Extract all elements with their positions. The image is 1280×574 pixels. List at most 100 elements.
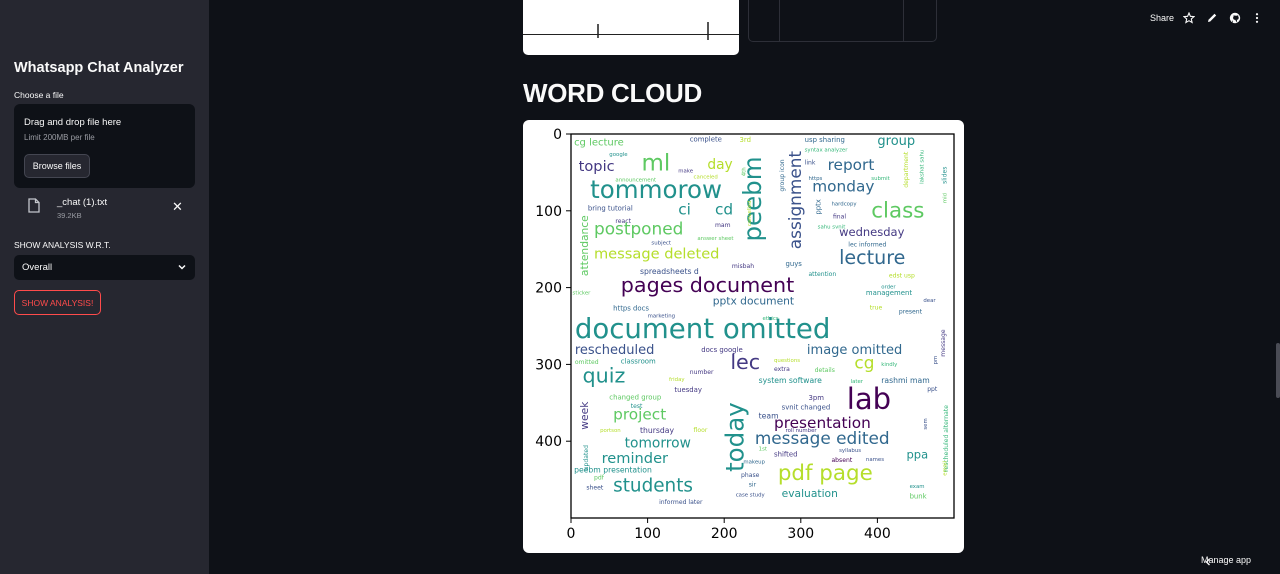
- x-tick-label: 0: [567, 526, 576, 542]
- word-mark: pdf page: [778, 461, 873, 486]
- word-mark: docs google: [701, 346, 743, 354]
- y-tick-label: 0: [553, 127, 562, 143]
- x-tick-label: 200: [711, 526, 738, 542]
- word-mark: usp sharing: [805, 136, 845, 144]
- word-mark: pdf: [594, 474, 605, 481]
- word-mark: tuesday: [674, 386, 702, 394]
- word-mark: tommorow: [590, 175, 722, 204]
- word-mark-vertical: slides: [941, 167, 948, 184]
- word-mark: students: [613, 475, 693, 496]
- word-mark: true: [870, 305, 883, 312]
- word-mark: https: [808, 176, 822, 182]
- word-mark-vertical: pptx: [815, 199, 823, 215]
- word-mark: sticker: [573, 290, 592, 296]
- word-mark: names: [866, 457, 884, 463]
- word-mark: wednesday: [839, 225, 904, 239]
- word-mark: sir: [749, 481, 757, 488]
- word-mark: shifted: [774, 450, 798, 458]
- word-mark: message deleted: [594, 245, 719, 262]
- word-mark: lab: [847, 382, 891, 416]
- word-mark: canceled: [694, 174, 718, 180]
- word-mark-vertical: attendance: [578, 215, 591, 276]
- word-mark: ci: [678, 201, 691, 219]
- word-mark: changed group: [609, 393, 661, 401]
- word-mark: system software: [759, 376, 823, 385]
- pencil-icon[interactable]: [1206, 12, 1218, 24]
- share-button[interactable]: Share: [1150, 13, 1175, 23]
- word-mark-vertical: message: [940, 329, 947, 357]
- word-mark: omitted: [575, 359, 599, 366]
- word-mark: svnit changed: [782, 403, 831, 411]
- word-mark: bring tutorial: [588, 205, 633, 213]
- github-icon[interactable]: [1229, 12, 1241, 24]
- scrollbar-thumb[interactable]: [1276, 343, 1280, 398]
- word-mark: hardcopy: [831, 201, 857, 207]
- word-mark: announcement: [615, 178, 656, 184]
- word-mark: management: [866, 289, 912, 297]
- show-analysis-button[interactable]: SHOW ANALYSIS!: [14, 290, 101, 315]
- file-uploader-label: Choose a file: [14, 90, 64, 100]
- word-mark: rescheduled: [575, 343, 655, 358]
- word-mark: edst usp: [889, 272, 915, 279]
- x-tick-label: 400: [864, 526, 891, 542]
- word-mark: cg lecture: [574, 138, 624, 149]
- y-tick-label: 200: [535, 281, 562, 297]
- wordcloud-card: cg lecture complete 3rd usp sharing group goo…: [523, 120, 964, 553]
- x-tick-label: 300: [787, 526, 814, 542]
- word-mark: bunk: [910, 493, 927, 501]
- word-mark-vertical: email: [942, 461, 948, 476]
- uploaded-file-item: _chat (1).txt 39.2KB ✕: [14, 194, 195, 224]
- word-mark: 1st: [759, 446, 767, 452]
- star-icon[interactable]: [1183, 12, 1195, 24]
- manage-app-button[interactable]: Manage app: [1201, 555, 1252, 565]
- word-mark: phase: [741, 472, 760, 479]
- word-mark: group: [877, 134, 915, 149]
- word-mark: syntax analyzer: [805, 148, 849, 154]
- word-mark: pptx document: [713, 294, 794, 307]
- word-mark: attention: [808, 271, 836, 278]
- word-mark: make: [678, 168, 693, 174]
- word-mark: rashmi mam: [881, 376, 930, 385]
- word-mark: roll number: [785, 428, 817, 434]
- word-mark: final: [833, 213, 846, 220]
- word-mark-vertical: mid: [942, 193, 948, 203]
- word-mark: day: [707, 157, 732, 173]
- word-mark: present: [899, 309, 923, 316]
- word-mark: topic: [579, 158, 615, 175]
- y-tick-label: 400: [535, 434, 562, 450]
- word-mark: cd: [715, 201, 733, 219]
- word-mark: friday: [669, 377, 685, 383]
- word-mark: misbah: [732, 263, 754, 270]
- dropzone-limit: Limit 200MB per file: [24, 133, 95, 142]
- word-mark: project: [613, 406, 666, 424]
- word-mark: dear: [923, 298, 936, 304]
- word-mark: 3pm: [808, 394, 824, 402]
- word-mark: quiz: [582, 364, 625, 388]
- word-mark-vertical: cancelled: [747, 200, 753, 226]
- word-mark: details: [815, 367, 835, 374]
- word-mark: presentation: [774, 414, 871, 432]
- word-mark: mam: [715, 222, 731, 229]
- chevron-down-icon: [178, 264, 186, 270]
- word-mark: message edited: [755, 428, 890, 448]
- word-mark-vertical: assignment: [785, 151, 805, 250]
- word-mark: lec: [730, 350, 760, 374]
- remove-file-close-icon[interactable]: ✕: [172, 199, 183, 214]
- more-vert-icon[interactable]: [1251, 12, 1263, 24]
- browse-files-button[interactable]: Browse files: [24, 154, 90, 178]
- wordcloud-words: cg lecture complete 3rd usp sharing group goo…: [573, 134, 950, 506]
- word-mark: monday: [812, 178, 874, 196]
- word-mark: lec informed: [848, 242, 886, 249]
- dropzone-text: Drag and drop file here: [24, 117, 122, 128]
- word-mark: sahu svnit: [818, 224, 846, 230]
- analysis-user-select[interactable]: Overall: [14, 255, 195, 280]
- word-mark: ethics: [763, 316, 779, 322]
- word-mark: extra: [774, 366, 790, 373]
- word-mark: kindly: [881, 362, 898, 368]
- y-tick-label: 100: [535, 204, 562, 220]
- word-mark: syllabus: [839, 448, 861, 454]
- word-mark: questions: [774, 358, 800, 364]
- file-dropzone[interactable]: Drag and drop file here Limit 200MB per …: [14, 104, 195, 188]
- word-mark: image omitted: [807, 343, 902, 358]
